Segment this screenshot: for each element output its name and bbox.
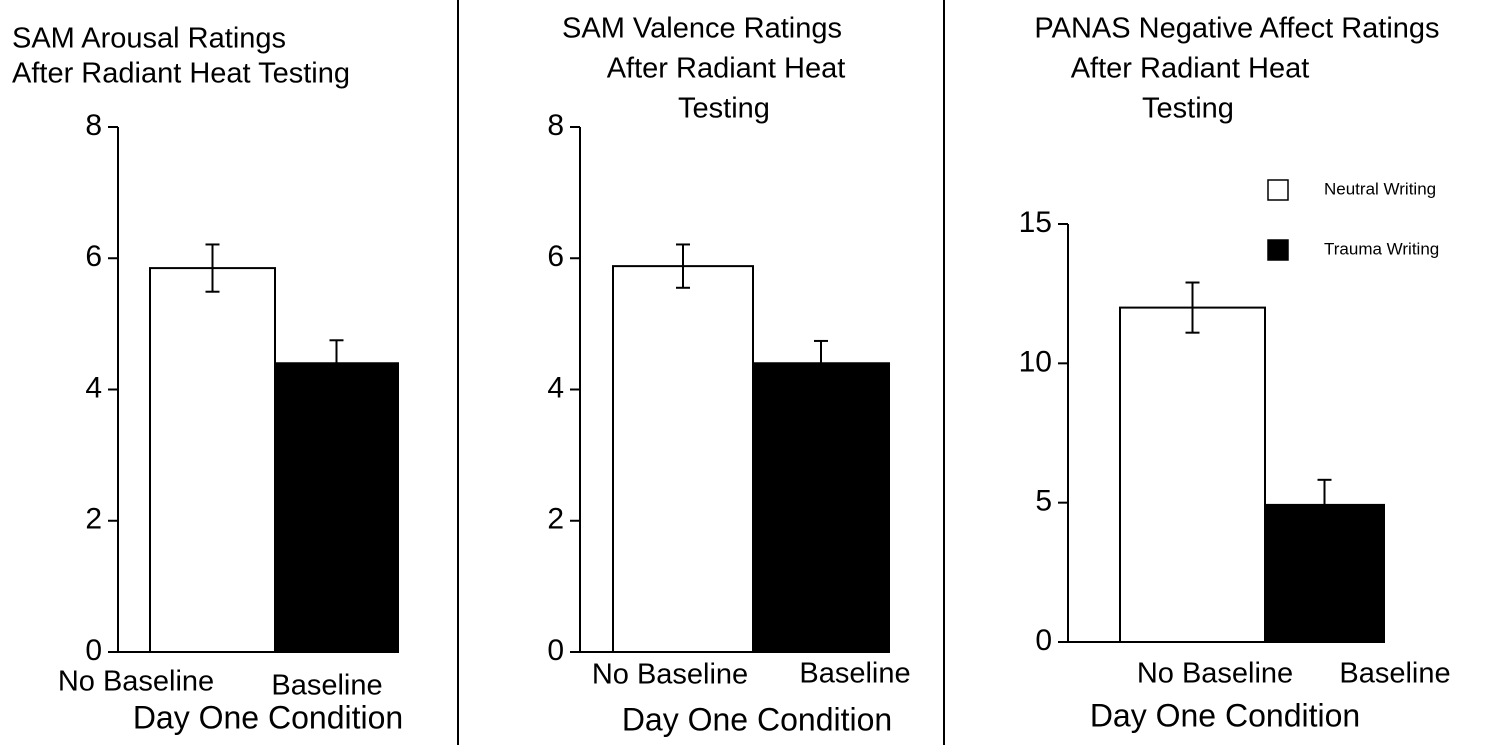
y-tick-label: 2 xyxy=(547,503,564,536)
y-tick-label: 5 xyxy=(1035,485,1052,518)
chart-title: After Radiant Heat xyxy=(1071,53,1310,85)
error-bar xyxy=(814,339,828,387)
bar xyxy=(149,267,276,653)
x-tick-label: No Baseline xyxy=(1137,658,1293,690)
y-tick-label: 6 xyxy=(547,240,564,273)
y-tick-label: 0 xyxy=(1035,624,1052,657)
chart-title: After Radiant Heat xyxy=(607,53,846,85)
bar xyxy=(274,362,399,653)
legend-label: Neutral Writing xyxy=(1324,179,1436,198)
legend-swatch xyxy=(1267,179,1289,201)
y-tick-label: 6 xyxy=(85,240,102,273)
chart-title: Testing xyxy=(1142,93,1234,125)
y-tick-label: 0 xyxy=(85,634,102,667)
x-tick-label: Baseline xyxy=(1339,658,1450,690)
x-axis-label: Day One Condition xyxy=(133,699,403,735)
y-tick-label: 8 xyxy=(547,109,564,142)
chart-title: SAM Arousal Ratings xyxy=(12,23,286,55)
chart-title: After Radiant Heat Testing xyxy=(12,58,350,90)
x-tick-label: Baseline xyxy=(271,670,382,702)
x-tick-label: Baseline xyxy=(799,658,910,690)
y-tick-label: 4 xyxy=(85,371,102,404)
bar xyxy=(752,362,890,653)
y-tick-label: 4 xyxy=(547,371,564,404)
y-tick-label: 0 xyxy=(547,634,564,667)
legend-swatch xyxy=(1267,239,1289,261)
legend-label: Trauma Writing xyxy=(1324,239,1439,258)
error-bar xyxy=(329,339,344,388)
chart-title: Testing xyxy=(678,93,770,125)
x-axis-label: Day One Condition xyxy=(1090,697,1360,733)
bar xyxy=(612,265,754,653)
error-bar xyxy=(1185,281,1200,334)
error-bar xyxy=(676,243,690,289)
error-bar xyxy=(205,243,220,293)
chart-title: SAM Valence Ratings xyxy=(562,13,842,45)
y-tick-label: 10 xyxy=(1019,345,1052,378)
y-tick-label: 15 xyxy=(1019,206,1052,239)
x-axis-label: Day One Condition xyxy=(622,701,892,737)
y-tick-label: 2 xyxy=(85,503,102,536)
y-tick-label: 8 xyxy=(85,109,102,142)
x-tick-label: No Baseline xyxy=(58,666,214,698)
bar xyxy=(1119,306,1266,643)
chart-title: PANAS Negative Affect Ratings xyxy=(1034,13,1439,45)
error-bar xyxy=(1317,478,1332,531)
x-tick-label: No Baseline xyxy=(592,659,748,691)
